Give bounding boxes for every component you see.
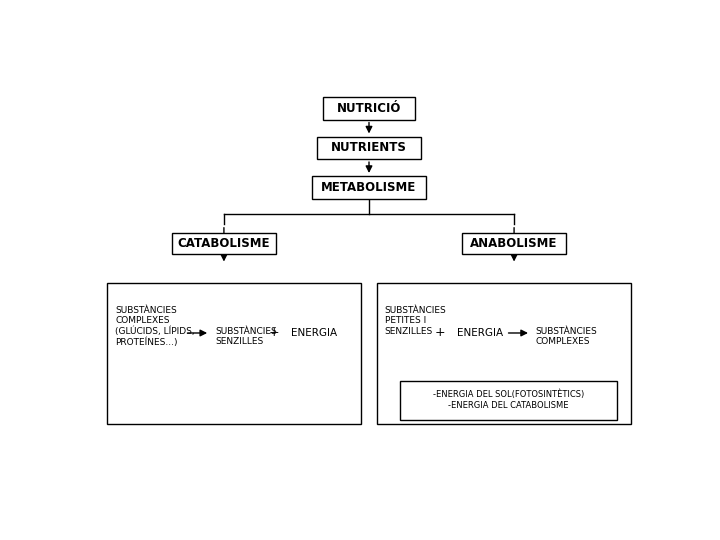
- Text: SUBSTÀNCIES
COMPLEXES: SUBSTÀNCIES COMPLEXES: [535, 327, 597, 346]
- FancyBboxPatch shape: [377, 283, 631, 424]
- Text: +: +: [269, 327, 279, 340]
- FancyBboxPatch shape: [312, 176, 426, 199]
- Text: NUTRIENTS: NUTRIENTS: [331, 141, 407, 154]
- Text: ENERGIA: ENERGIA: [457, 328, 503, 338]
- FancyBboxPatch shape: [318, 137, 420, 159]
- FancyBboxPatch shape: [400, 381, 617, 420]
- Text: SUBSTÀNCIES
COMPLEXES
(GLÚCIDS, LÍPIDS,
PROTEÍNES...): SUBSTÀNCIES COMPLEXES (GLÚCIDS, LÍPIDS, …: [115, 306, 194, 347]
- Text: NUTRICIÓ: NUTRICIÓ: [337, 102, 401, 115]
- Text: SUBSTÀNCIES
PETITES I
SENZILLES: SUBSTÀNCIES PETITES I SENZILLES: [384, 306, 446, 336]
- FancyBboxPatch shape: [462, 233, 566, 254]
- Text: SUBSTÀNCIES
SENZILLES: SUBSTÀNCIES SENZILLES: [215, 327, 277, 346]
- FancyBboxPatch shape: [107, 283, 361, 424]
- Text: METABOLISME: METABOLISME: [321, 181, 417, 194]
- Text: ANABOLISME: ANABOLISME: [470, 237, 558, 250]
- Text: ENERGIA: ENERGIA: [291, 328, 337, 338]
- FancyBboxPatch shape: [172, 233, 276, 254]
- Text: -ENERGIA DEL SOL(FOTOSINTÈTICS)
-ENERGIA DEL CATABOLISME: -ENERGIA DEL SOL(FOTOSINTÈTICS) -ENERGIA…: [433, 390, 584, 410]
- Text: +: +: [435, 327, 446, 340]
- FancyBboxPatch shape: [323, 97, 415, 120]
- Text: CATABOLISME: CATABOLISME: [178, 237, 270, 250]
